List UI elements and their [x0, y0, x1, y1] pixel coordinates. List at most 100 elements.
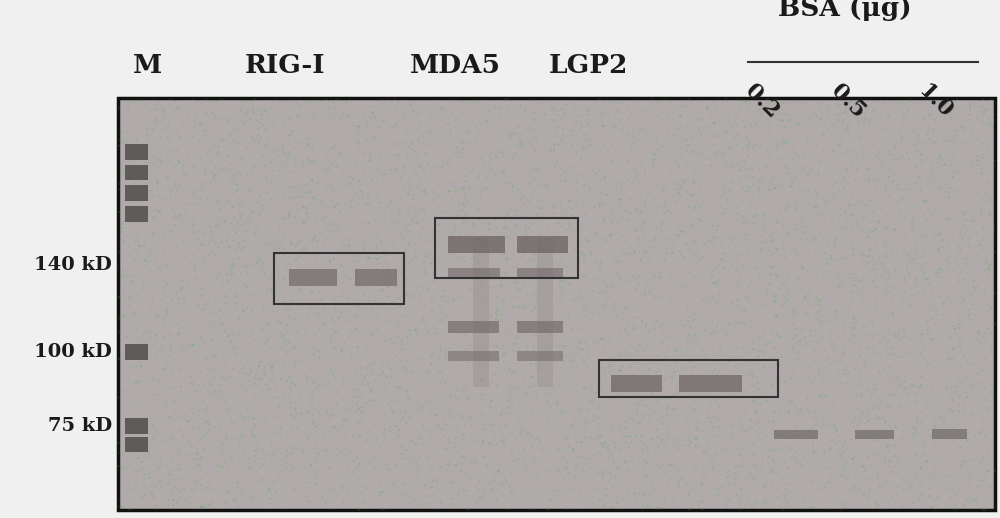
Point — [626, 418, 642, 426]
Point — [729, 295, 745, 303]
Point — [351, 460, 367, 468]
Point — [193, 502, 209, 511]
Point — [830, 332, 846, 340]
Point — [338, 272, 354, 281]
Point — [150, 163, 166, 171]
Point — [205, 249, 221, 257]
Point — [307, 386, 323, 394]
Point — [585, 462, 601, 470]
Point — [734, 425, 750, 433]
Point — [921, 317, 937, 325]
Point — [358, 219, 374, 227]
Point — [681, 491, 697, 499]
Point — [880, 281, 896, 290]
Point — [673, 364, 689, 372]
Point — [245, 171, 261, 179]
Point — [769, 332, 785, 340]
Point — [703, 270, 719, 278]
Point — [134, 406, 150, 414]
Point — [510, 122, 526, 131]
Point — [207, 211, 223, 219]
Point — [594, 212, 610, 221]
Point — [766, 425, 782, 434]
Point — [304, 305, 320, 313]
Point — [173, 388, 189, 397]
Point — [172, 286, 188, 294]
Point — [445, 350, 461, 358]
Point — [510, 272, 526, 280]
Point — [908, 163, 924, 171]
Point — [825, 393, 841, 401]
Point — [231, 242, 247, 250]
Point — [744, 181, 760, 189]
Point — [752, 112, 768, 120]
Point — [957, 221, 973, 229]
Point — [626, 166, 642, 174]
Point — [490, 234, 506, 242]
Point — [372, 492, 388, 500]
Point — [682, 220, 698, 228]
Point — [153, 341, 169, 349]
Point — [294, 418, 310, 426]
Point — [420, 160, 436, 168]
Point — [387, 462, 403, 470]
Point — [305, 378, 321, 386]
Point — [151, 192, 167, 200]
Point — [376, 288, 392, 296]
Point — [695, 193, 711, 202]
Point — [245, 110, 261, 118]
Point — [119, 135, 135, 143]
Point — [330, 120, 346, 128]
Point — [198, 94, 214, 103]
Point — [859, 406, 875, 414]
Point — [560, 319, 576, 327]
Point — [376, 488, 392, 496]
Point — [581, 344, 597, 353]
Point — [780, 224, 796, 233]
Point — [457, 104, 473, 112]
Point — [634, 317, 650, 325]
Point — [471, 478, 487, 486]
Point — [476, 376, 492, 384]
Point — [847, 470, 863, 479]
Point — [786, 204, 802, 212]
Point — [153, 482, 169, 491]
Point — [782, 303, 798, 311]
Point — [896, 326, 912, 334]
Point — [428, 330, 444, 338]
Point — [932, 189, 948, 197]
Point — [343, 368, 359, 377]
Point — [704, 222, 720, 230]
Point — [525, 505, 541, 513]
Point — [922, 110, 938, 119]
Point — [198, 418, 214, 426]
Point — [187, 288, 203, 296]
Point — [931, 284, 947, 292]
Point — [203, 460, 219, 468]
Point — [329, 452, 345, 461]
Point — [887, 266, 903, 274]
Point — [652, 148, 668, 156]
Point — [961, 311, 977, 320]
Point — [890, 143, 906, 152]
Point — [767, 296, 783, 305]
Point — [330, 411, 346, 420]
Point — [391, 441, 407, 450]
Point — [292, 102, 308, 110]
Point — [574, 248, 590, 256]
Point — [326, 293, 342, 301]
Point — [240, 291, 256, 299]
Point — [705, 424, 721, 432]
Point — [438, 352, 454, 361]
Point — [981, 300, 997, 308]
Point — [431, 351, 447, 359]
Point — [521, 121, 537, 130]
Point — [230, 195, 246, 204]
Point — [114, 125, 130, 133]
Point — [983, 165, 999, 173]
Point — [193, 502, 209, 511]
Point — [881, 288, 897, 296]
Point — [167, 221, 183, 229]
Point — [591, 200, 607, 209]
Point — [559, 459, 575, 467]
